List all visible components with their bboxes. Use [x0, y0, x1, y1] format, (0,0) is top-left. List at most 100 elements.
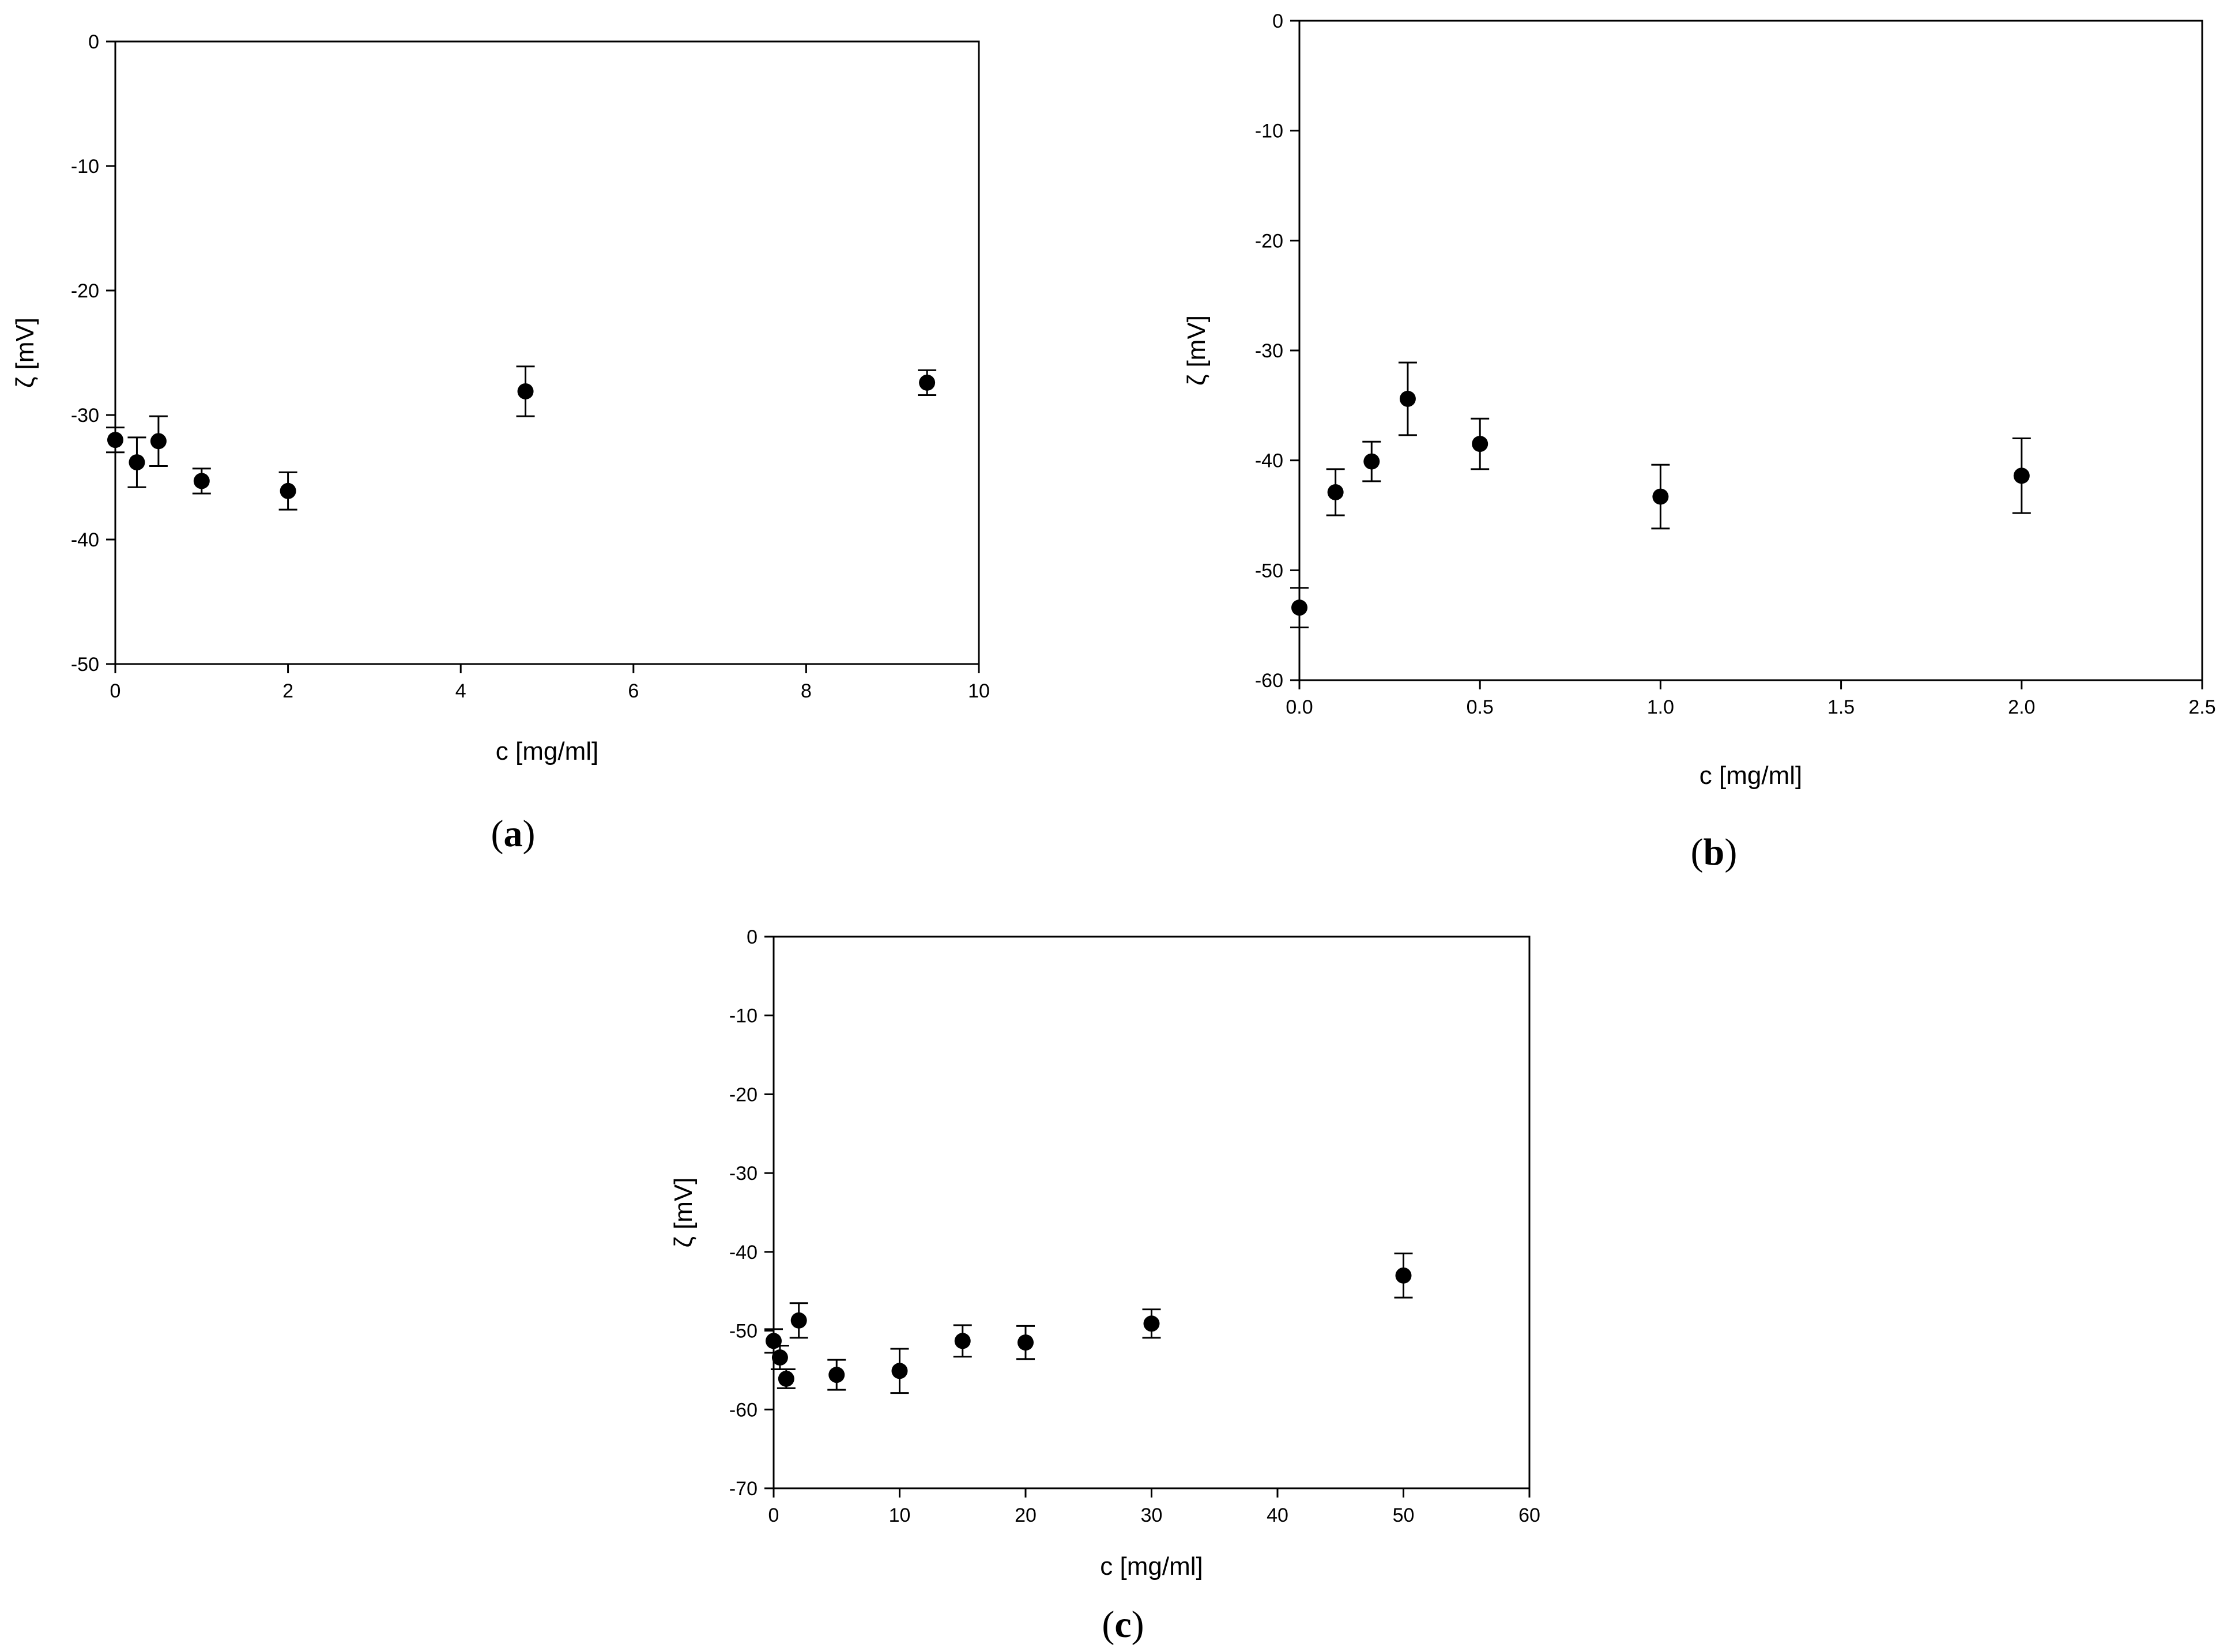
y-tick-label: -60: [729, 1399, 758, 1421]
y-tick-label: -30: [1255, 340, 1283, 362]
data-marker: [828, 1367, 845, 1383]
x-tick-label: 2.0: [2008, 696, 2035, 718]
data-marker: [517, 383, 534, 399]
plot-frame: [114, 40, 980, 665]
y-axis-label: ζ [mV]: [669, 1177, 698, 1247]
data-marker: [1017, 1334, 1034, 1351]
x-tick-label: 50: [1393, 1504, 1415, 1526]
y-tick-label: -50: [71, 654, 99, 676]
data-point: [1471, 417, 1490, 470]
data-marker: [129, 454, 145, 471]
y-axis-label: ζ [mV]: [11, 318, 39, 388]
x-tick-label: 0: [768, 1504, 779, 1526]
y-tick-label: -20: [1255, 230, 1283, 252]
y-tick-label: -40: [71, 529, 99, 551]
y-tick-label: -50: [1255, 560, 1283, 582]
data-point: [1394, 1253, 1413, 1299]
data-marker: [891, 1363, 908, 1379]
panel-label: (c): [1102, 1604, 1144, 1646]
x-axis-label: c [mg/ml]: [1100, 1552, 1203, 1581]
chart-panel-c: 0 10 20 30 40 50 60 0 -10 -20 -30 -40 -50 -60 -70 c [mg…: [669, 926, 1540, 1646]
y-tick-label: -50: [729, 1321, 758, 1342]
y-tick-label: -10: [1255, 120, 1283, 142]
x-tick-label: 30: [1141, 1504, 1163, 1526]
panel-label: (a): [491, 813, 536, 855]
data-marker: [954, 1333, 971, 1349]
x-tick-label: 0.0: [1286, 696, 1313, 718]
data-point: [149, 415, 168, 467]
data-marker: [2013, 467, 2030, 484]
data-marker: [280, 482, 296, 499]
y-tick-label: 0: [88, 31, 99, 53]
y-tick-label: -10: [71, 156, 99, 178]
x-tick-label: 1.0: [1647, 696, 1674, 718]
data-point: [127, 436, 146, 488]
data-point: [770, 1345, 789, 1371]
data-marker: [1327, 484, 1344, 500]
data-marker: [193, 473, 210, 489]
y-tick-label: -30: [71, 405, 99, 427]
x-axis-label: c [mg/ml]: [496, 737, 598, 765]
plot-frame: [1298, 20, 2203, 681]
data-point: [192, 467, 211, 495]
x-tick-label: 8: [801, 680, 812, 702]
data-point: [1016, 1325, 1035, 1360]
x-tick-label: 60: [1518, 1504, 1540, 1526]
data-point: [1290, 587, 1309, 628]
x-tick-label: 4: [455, 680, 466, 702]
y-tick-label: -20: [729, 1084, 758, 1106]
data-point: [278, 471, 297, 511]
data-point: [789, 1302, 808, 1339]
y-tick-label: 0: [1272, 10, 1283, 32]
data-point: [890, 1348, 909, 1394]
plot-frame: [772, 936, 1531, 1489]
data-point: [1326, 468, 1345, 516]
data-marker: [1363, 453, 1380, 470]
y-tick-label: -40: [1255, 450, 1283, 472]
data-point: [1362, 440, 1381, 482]
data-marker: [107, 432, 123, 448]
data-point: [827, 1359, 846, 1391]
data-marker: [1652, 488, 1669, 505]
x-tick-label: 10: [889, 1504, 911, 1526]
data-marker: [150, 433, 167, 450]
y-tick-label: -60: [1255, 670, 1283, 692]
data-marker: [1399, 390, 1416, 407]
chart-panel-a: 0 2 4 6 8 10 0 -10 -20 -30 -40 -50 c [mg/ml] ζ [mV] (a…: [11, 31, 990, 855]
data-point: [953, 1324, 972, 1358]
y-tick-label: -30: [729, 1163, 758, 1185]
x-tick-label: 6: [628, 680, 639, 702]
data-point: [918, 369, 937, 396]
y-tick-label: -20: [71, 280, 99, 302]
data-point: [106, 427, 125, 454]
data-marker: [1472, 436, 1488, 452]
x-tick-label: 0.5: [1467, 696, 1494, 718]
data-marker: [778, 1370, 794, 1387]
data-marker: [1143, 1315, 1160, 1332]
data-point: [1651, 463, 1670, 530]
y-tick-label: 0: [747, 926, 758, 948]
y-axis-label: ζ [mV]: [1182, 315, 1211, 386]
chart-panel-b: 0.0 0.5 1.0 1.5 2.0 2.5 0 -10 -20 -30 -40 -50 -60 c […: [1182, 10, 2216, 873]
data-marker: [1395, 1267, 1412, 1284]
data-point: [2012, 437, 2031, 514]
data-point: [516, 365, 535, 417]
data-marker: [919, 374, 936, 391]
x-axis-label: c [mg/ml]: [1699, 761, 1802, 790]
x-tick-label: 10: [968, 680, 990, 702]
data-point: [777, 1368, 796, 1389]
data-marker: [1291, 599, 1307, 616]
x-tick-label: 2.5: [2188, 696, 2215, 718]
x-tick-label: 1.5: [1827, 696, 1855, 718]
x-tick-label: 2: [282, 680, 293, 702]
y-tick-label: -70: [729, 1478, 758, 1500]
x-tick-label: 0: [110, 680, 121, 702]
data-point: [1398, 361, 1417, 436]
data-marker: [790, 1312, 807, 1329]
data-point: [1142, 1308, 1161, 1339]
y-tick-label: -40: [729, 1242, 758, 1263]
data-marker: [771, 1349, 788, 1366]
panel-label: (b): [1691, 831, 1738, 873]
y-tick-label: -10: [729, 1005, 758, 1027]
